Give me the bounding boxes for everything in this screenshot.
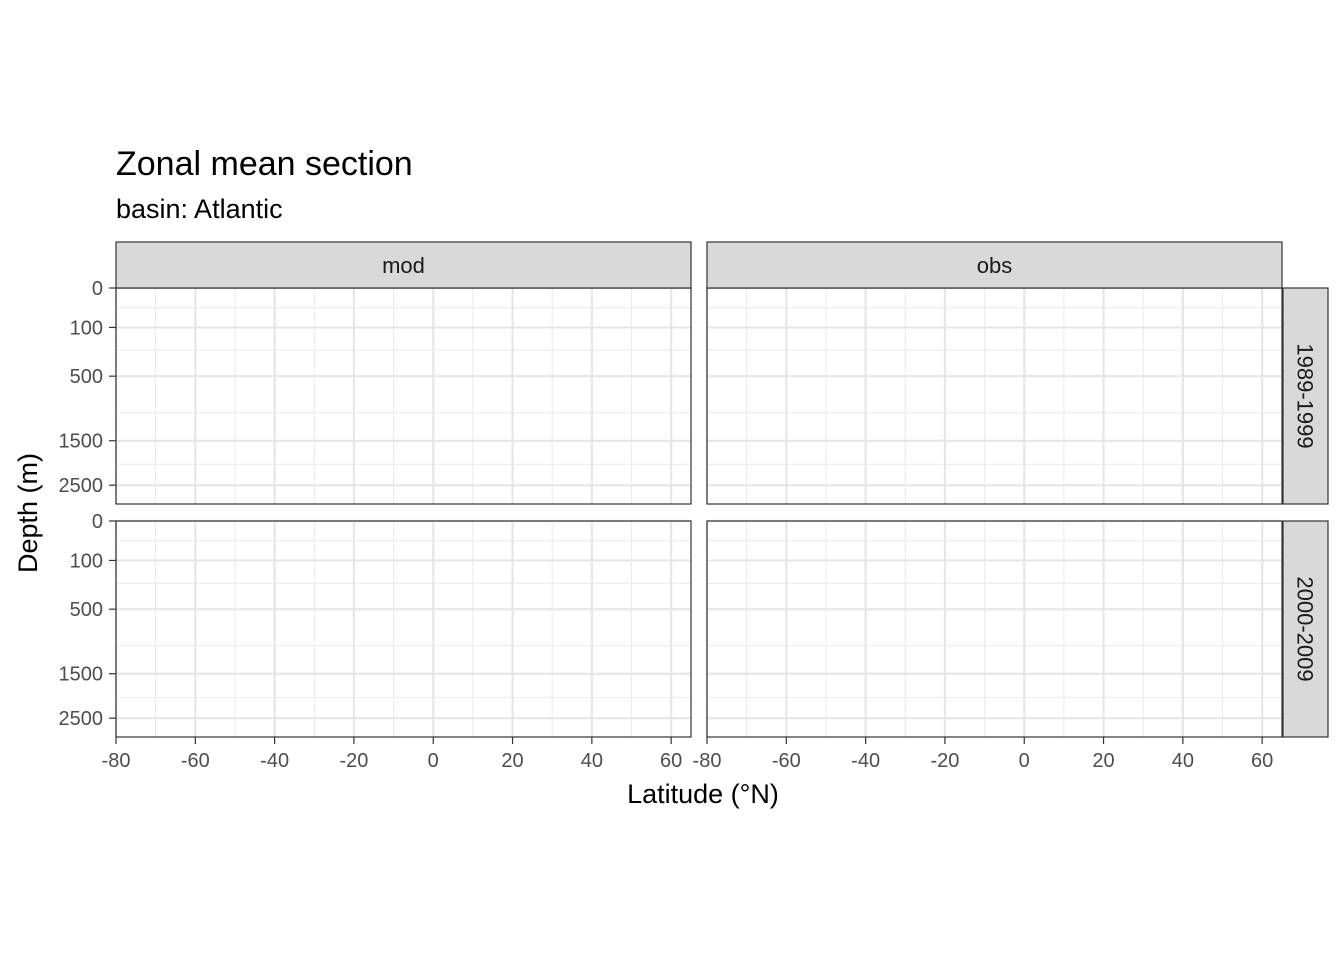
x-tick-label: 0 [1019, 750, 1030, 772]
y-tick-label: 100 [70, 317, 103, 339]
x-tick-label: 20 [501, 750, 523, 772]
panel-border [706, 520, 1283, 738]
x-tick-label: 0 [428, 750, 439, 772]
facet-label-column: obs [977, 253, 1012, 278]
panel-background [707, 288, 1282, 504]
y-tick-label: 100 [70, 550, 103, 572]
x-tick-label: -40 [851, 750, 880, 772]
facet-strip-top [706, 241, 1283, 289]
y-tick-label: 1500 [59, 431, 104, 453]
x-tick-label: 20 [1092, 750, 1114, 772]
panel-background [116, 288, 691, 504]
x-tick-label: -20 [930, 750, 959, 772]
facet-strip-right [1282, 520, 1329, 738]
y-tick-label: 500 [70, 366, 103, 388]
x-tick-label: -80 [102, 750, 131, 772]
x-tick-label: 40 [1172, 750, 1194, 772]
facet-strip-top [115, 241, 692, 289]
x-axis-title: Latitude (°N) [627, 779, 779, 809]
facet-strip-right [1282, 287, 1329, 505]
facet-label-row: 1989-1999 [1293, 343, 1318, 448]
facet-label-column: mod [382, 253, 425, 278]
facet-label-row: 2000-2009 [1293, 576, 1318, 681]
x-tick-label: 40 [581, 750, 603, 772]
panel-background [116, 521, 691, 737]
y-tick-label: 500 [70, 599, 103, 621]
x-tick-label: -60 [772, 750, 801, 772]
x-tick-label: -60 [181, 750, 210, 772]
x-tick-label: 60 [1251, 750, 1273, 772]
panel-background [707, 521, 1282, 737]
y-tick-label: 1500 [59, 664, 104, 686]
y-tick-label: 2500 [59, 708, 104, 730]
panel-border [115, 520, 692, 738]
x-tick-label: -80 [693, 750, 722, 772]
y-tick-label: 0 [92, 511, 103, 533]
chart-subtitle: basin: Atlantic [116, 194, 283, 224]
y-tick-label: 0 [92, 278, 103, 300]
chart-title: Zonal mean section [116, 145, 413, 183]
y-tick-label: 2500 [59, 475, 104, 497]
x-tick-label: -20 [339, 750, 368, 772]
x-tick-label: -40 [260, 750, 289, 772]
y-axis-title: Depth (m) [13, 453, 43, 573]
x-tick-label: 60 [660, 750, 682, 772]
